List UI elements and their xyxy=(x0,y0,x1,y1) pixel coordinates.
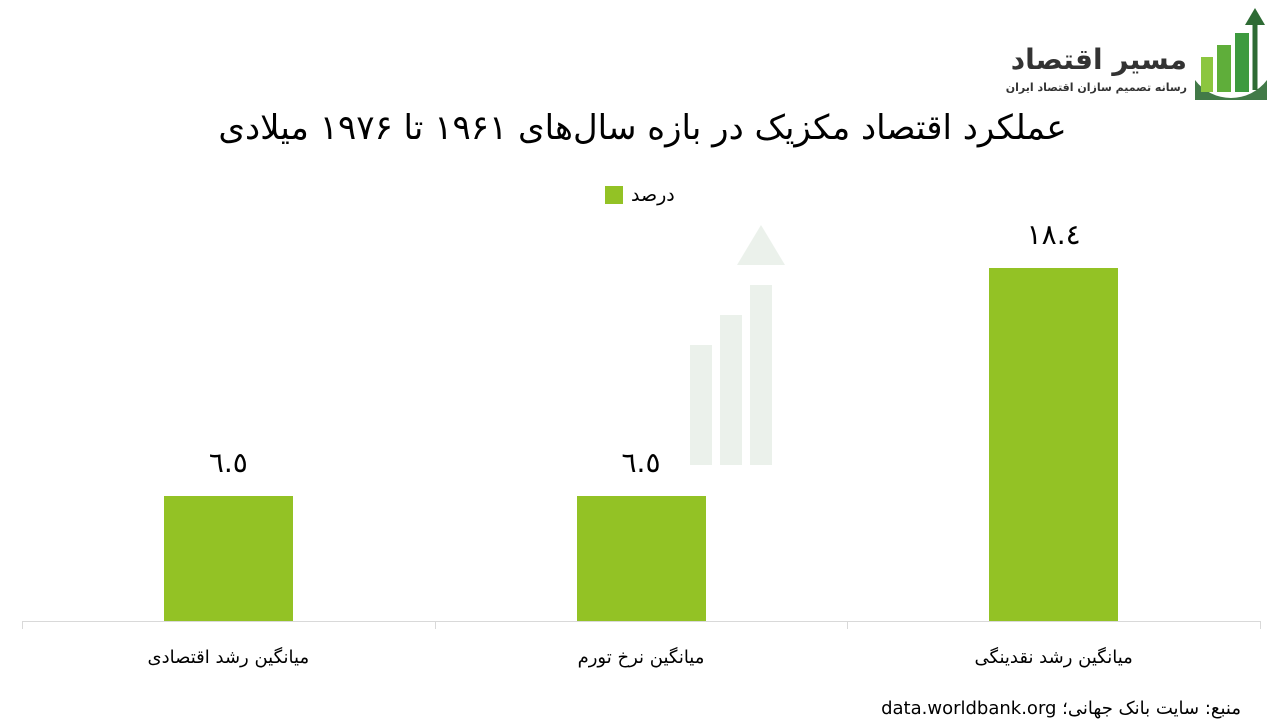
category-label: میانگین نرخ تورم xyxy=(577,647,705,668)
logo-tagline: رسانه تصمیم سازان اقتصاد ایران xyxy=(1005,81,1187,94)
logo: مسیر اقتصاد رسانه تصمیم سازان اقتصاد ایر… xyxy=(1005,5,1275,107)
source-note: منبع: سایت بانک جهانی؛ data.worldbank.or… xyxy=(881,698,1241,719)
legend-swatch xyxy=(605,186,623,204)
bar xyxy=(576,496,706,621)
x-axis-tick xyxy=(1260,621,1261,629)
bar xyxy=(989,268,1119,621)
x-axis-tick xyxy=(847,621,849,629)
category-label: میانگین رشد نقدینگی xyxy=(974,647,1133,668)
data-label: ٦.٥ xyxy=(621,446,661,480)
logo-name: مسیر اقتصاد xyxy=(1010,43,1187,76)
logo-chart-icon xyxy=(1195,8,1267,100)
x-axis-line xyxy=(22,621,1260,622)
data-label: ١٨.٤ xyxy=(1026,218,1081,251)
x-axis-tick xyxy=(22,621,23,629)
category-label: میانگین رشد اقتصادی xyxy=(147,647,310,668)
legend: درصد xyxy=(605,184,675,206)
legend-label: درصد xyxy=(631,184,675,206)
chart-title: عملکرد اقتصاد مکزیک در بازه سال‌های ۱۹۶۱… xyxy=(218,108,1067,148)
bar xyxy=(163,496,293,621)
x-axis-tick xyxy=(434,621,436,629)
data-label: ٦.٥ xyxy=(208,446,248,480)
watermark-logo xyxy=(690,225,785,465)
